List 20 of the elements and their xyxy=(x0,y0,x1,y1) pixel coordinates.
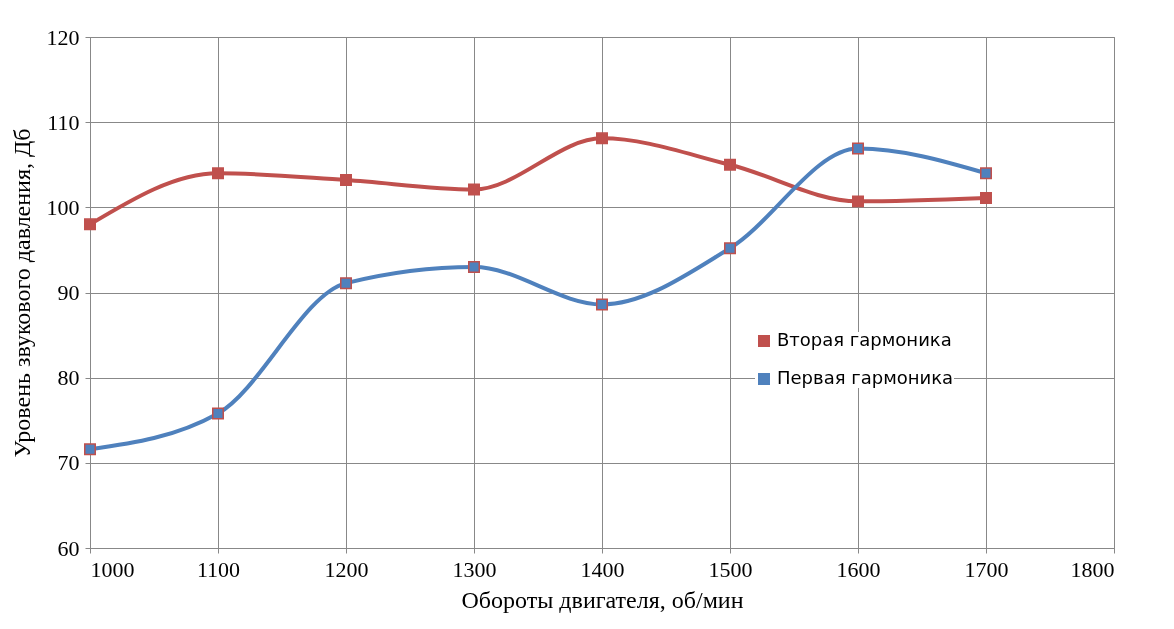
legend-label: Вторая гармоника xyxy=(777,329,952,350)
x-tick-label: 1700 xyxy=(964,556,1009,582)
x-axis-title: Обороты двигателя, об/мин xyxy=(461,586,744,613)
y-tick-label: 80 xyxy=(57,365,80,391)
y-tick-label: 60 xyxy=(57,535,80,561)
y-tick-label: 120 xyxy=(46,24,80,50)
x-tick-label: 1000 xyxy=(90,556,135,582)
y-tick-label: 100 xyxy=(46,194,80,220)
y-tick-label: 90 xyxy=(57,280,80,305)
legend-label: Первая гармоника xyxy=(777,367,954,388)
x-tick-label: 1400 xyxy=(580,556,625,582)
y-tick-label: 110 xyxy=(47,109,80,135)
y-tick-label: 70 xyxy=(57,450,80,476)
x-tick-label: 1300 xyxy=(452,556,497,582)
y-axis-title: Уровень звукового давления, Дб xyxy=(8,128,35,458)
x-tick-label: 1100 xyxy=(196,556,241,582)
x-tick-label: 1500 xyxy=(708,556,753,582)
x-tick-label: 1600 xyxy=(836,556,881,582)
x-tick-label: 1200 xyxy=(324,556,369,582)
x-tick-label: 1800 xyxy=(1070,556,1115,582)
